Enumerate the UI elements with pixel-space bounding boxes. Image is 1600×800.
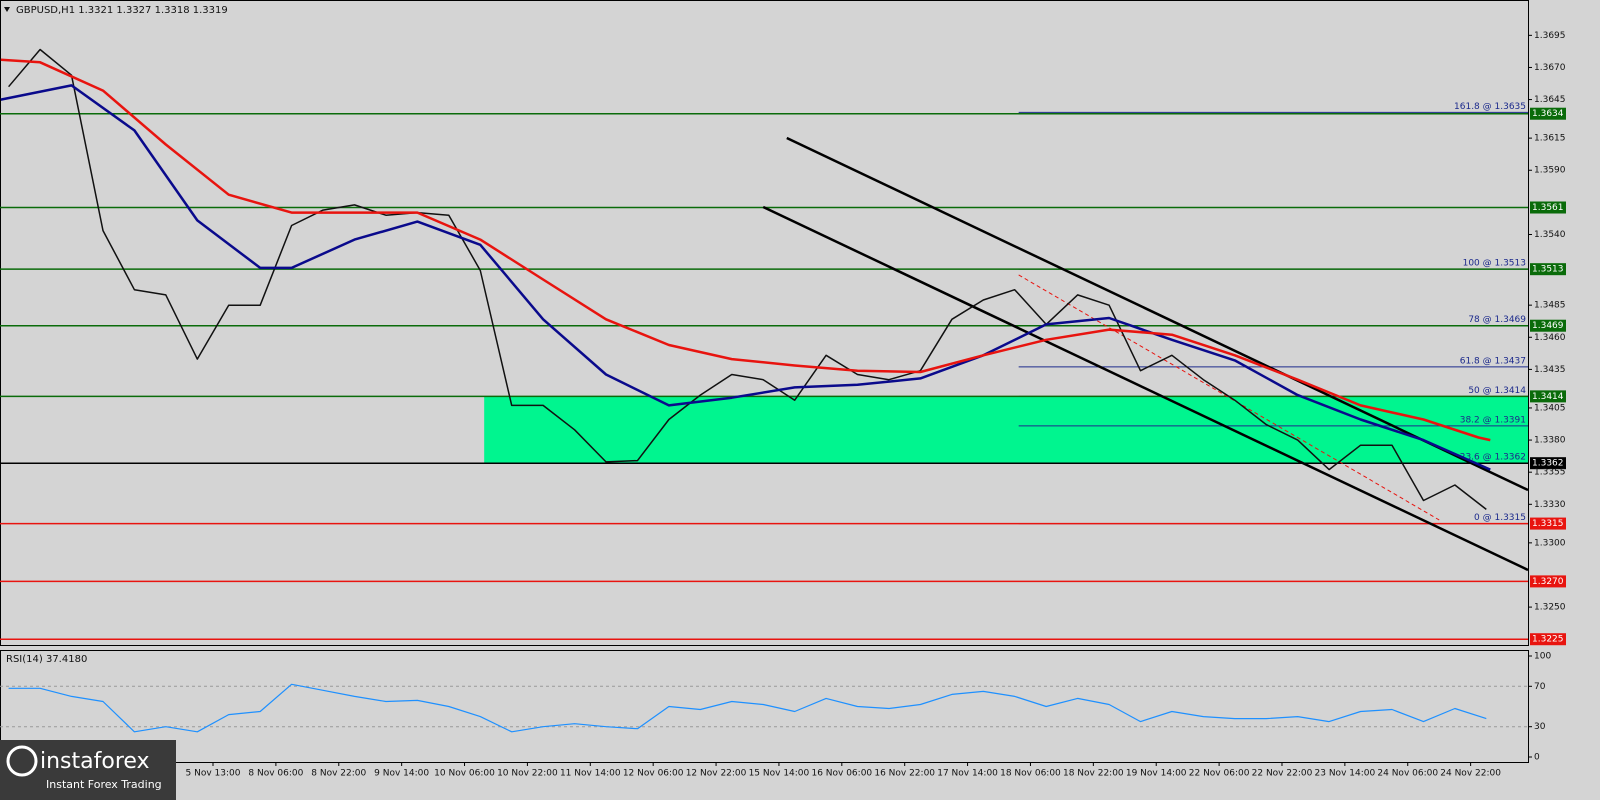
rsi-y-tick-label: 30 <box>1534 722 1546 732</box>
x-tick-label: 17 Nov 14:00 <box>937 769 998 779</box>
x-tick-label: 8 Nov 06:00 <box>248 769 303 779</box>
level-tag-label: 1.3469 <box>1532 321 1564 331</box>
y-tick-label: 1.3485 <box>1534 301 1566 311</box>
level-tag-bg <box>1530 201 1566 214</box>
x-tick-label: 10 Nov 22:00 <box>497 769 558 779</box>
level-tag: 1.3634 <box>1530 107 1566 120</box>
logo-name: instaforex <box>40 749 150 774</box>
y-tick-label: 1.3670 <box>1534 63 1566 73</box>
x-tick-label: 5 Nov 13:00 <box>186 769 241 779</box>
level-tag-bg <box>1530 319 1566 332</box>
level-tag: 1.3362 <box>1530 457 1566 470</box>
fib-label: 78 @ 1.3469 <box>1468 315 1526 325</box>
level-tag-label: 1.3225 <box>1532 635 1564 645</box>
x-tick-label: 24 Nov 22:00 <box>1440 769 1501 779</box>
level-tag-bg <box>1530 517 1566 530</box>
level-tag: 1.3469 <box>1530 319 1566 332</box>
fib-label: 61.8 @ 1.3437 <box>1460 356 1526 366</box>
y-tick-label: 1.3380 <box>1534 436 1566 446</box>
level-tag-bg <box>1530 263 1566 276</box>
price-line <box>8 48 1487 510</box>
trendline <box>762 205 1529 572</box>
price-panel <box>0 0 1529 646</box>
level-tag-bg <box>1530 633 1566 646</box>
y-tick-label: 1.3405 <box>1534 403 1566 413</box>
rsi-title: RSI(14) 37.4180 <box>6 654 87 665</box>
level-tag-label: 1.3270 <box>1532 577 1564 587</box>
level-tag-bg <box>1530 107 1566 120</box>
logo: instaforex Instant Forex Trading <box>0 740 176 800</box>
level-tag-label: 1.3561 <box>1532 203 1564 213</box>
rsi-line <box>8 683 1487 733</box>
y-tick-label: 1.3355 <box>1534 468 1566 478</box>
x-tick-label: 24 Nov 06:00 <box>1377 769 1438 779</box>
rsi-y-tick-label: 100 <box>1534 652 1551 662</box>
fib-label: 50 @ 1.3414 <box>1468 386 1526 396</box>
y-tick-label: 1.3540 <box>1534 230 1566 240</box>
logo-tagline: Instant Forex Trading <box>46 778 162 791</box>
level-tag: 1.3270 <box>1530 575 1566 588</box>
x-tick-label: 11 Nov 14:00 <box>560 769 621 779</box>
level-tag-bg <box>1530 575 1566 588</box>
trendline <box>786 136 1529 492</box>
level-tag: 1.3315 <box>1530 517 1566 530</box>
fib-label: 161.8 @ 1.3635 <box>1454 102 1526 112</box>
y-tick-label: 1.3645 <box>1534 95 1566 105</box>
y-tick-label: 1.3250 <box>1534 603 1566 613</box>
series-line <box>0 84 1491 471</box>
x-tick-label: 8 Nov 22:00 <box>311 769 366 779</box>
level-tag-label: 1.3513 <box>1532 265 1564 275</box>
header-arrow <box>4 7 10 12</box>
level-tag: 1.3225 <box>1530 633 1566 646</box>
rsi-y-tick-label: 70 <box>1534 682 1546 692</box>
x-tick-label: 19 Nov 14:00 <box>1126 769 1187 779</box>
level-tag: 1.3513 <box>1530 263 1566 276</box>
x-tick-label: 12 Nov 22:00 <box>686 769 747 779</box>
level-tag-bg <box>1530 390 1566 403</box>
zone <box>484 396 1529 464</box>
level-tag: 1.3414 <box>1530 390 1566 403</box>
fib-label: 38.2 @ 1.3391 <box>1460 415 1526 425</box>
rsi-panel <box>0 650 1529 763</box>
x-tick-label: 22 Nov 06:00 <box>1189 769 1250 779</box>
y-tick-label: 1.3590 <box>1534 166 1566 176</box>
x-tick-label: 16 Nov 06:00 <box>811 769 872 779</box>
x-tick-label: 15 Nov 14:00 <box>749 769 810 779</box>
logo-icon <box>6 745 38 777</box>
symbol-header: GBPUSD,H1 1.3321 1.3327 1.3318 1.3319 <box>16 5 228 16</box>
y-tick-label: 1.3330 <box>1534 500 1566 510</box>
fib-label: 23.6 @ 1.3362 <box>1460 453 1526 463</box>
fib-label: 100 @ 1.3513 <box>1463 259 1526 269</box>
x-tick-label: 22 Nov 22:00 <box>1252 769 1313 779</box>
series-line <box>0 58 1491 442</box>
level-tag-bg <box>1530 457 1566 470</box>
x-tick-label: 9 Nov 14:00 <box>374 769 429 779</box>
y-tick-label: 1.3615 <box>1534 134 1566 144</box>
level-tag-label: 1.3634 <box>1532 109 1564 119</box>
x-tick-label: 18 Nov 22:00 <box>1063 769 1124 779</box>
y-tick-label: 1.3300 <box>1534 538 1566 548</box>
x-tick-label: 18 Nov 06:00 <box>1000 769 1061 779</box>
x-tick-label: 23 Nov 14:00 <box>1315 769 1376 779</box>
level-tag-label: 1.3362 <box>1532 459 1564 469</box>
y-tick-label: 1.3435 <box>1534 365 1566 375</box>
x-tick-label: 16 Nov 22:00 <box>874 769 935 779</box>
x-tick-label: 10 Nov 06:00 <box>434 769 495 779</box>
rsi-y-tick-label: 0 <box>1534 753 1540 763</box>
y-tick-label: 1.3695 <box>1534 31 1566 41</box>
fib-label: 0 @ 1.3315 <box>1474 513 1526 523</box>
x-tick-label: 12 Nov 06:00 <box>623 769 684 779</box>
level-tag-label: 1.3315 <box>1532 519 1564 529</box>
level-tag: 1.3561 <box>1530 201 1566 214</box>
y-tick-label: 1.3460 <box>1534 333 1566 343</box>
level-tag-label: 1.3414 <box>1532 392 1564 402</box>
